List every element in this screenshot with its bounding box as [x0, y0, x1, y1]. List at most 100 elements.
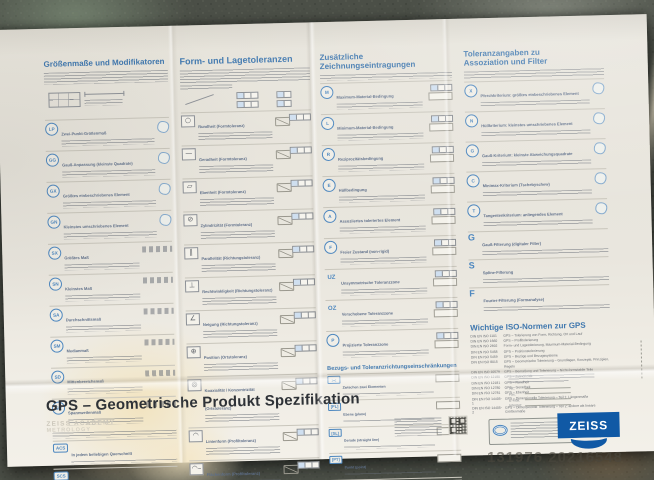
norm-number: DIN EN ISO 8015 — [470, 360, 498, 365]
section-description: In einem bestimmten Querschnitt — [72, 469, 178, 480]
indication-description: Reziprozitätsbedingung — [338, 145, 425, 173]
association-row: G Gauß-Kriterium: kleinste Abweichungsqu… — [465, 137, 607, 172]
norm-number: DIN EN ISO 1660 — [470, 338, 498, 344]
formula-sketch — [142, 245, 173, 253]
example-box — [435, 373, 460, 383]
tolerance-description: Linienform (Profiltoleranz) — [206, 429, 281, 458]
tolerance-frame — [430, 83, 453, 92]
part-outline-sketch — [274, 117, 291, 127]
contact-label: E-Mail: — [508, 397, 521, 403]
formula-sketch — [142, 276, 173, 284]
section-code-badge: ACS — [52, 443, 69, 453]
modifier-row: SM Medianmaß — [50, 333, 175, 368]
geometric-tolerance-symbol: ◠– — [189, 463, 204, 476]
section-code-badge: SCS — [53, 471, 69, 480]
filter-letter: S — [468, 260, 475, 271]
indication-row: L Minimum-Material-Bedingung — [320, 110, 454, 145]
association-code-badge: T — [467, 203, 481, 218]
example-sketch — [275, 146, 312, 160]
norm-number: DIN EN ISO 5458 — [470, 349, 498, 355]
tolerance-frame — [433, 207, 456, 215]
modifier-code-badge: SD — [51, 370, 65, 384]
example-sketch — [277, 212, 314, 226]
tolerance-description: Neigung (Richtungstoleranz) — [203, 312, 278, 341]
geometric-tolerance-symbol: ◎ — [187, 379, 202, 392]
indication-description: Minimum-Material-Bedingung — [337, 114, 424, 142]
gps-poster: Größenmaße und Modifikatoren LP Zwei-Pun… — [0, 14, 654, 480]
association-code-badge: G — [465, 143, 480, 158]
section-description: In jedem beliebigen Querschnitt — [71, 441, 178, 467]
modifier-description: Größtes Maß — [64, 244, 140, 272]
indication-description: Freier Zustand (non-rigid) — [340, 238, 427, 266]
part-outline-sketch — [279, 282, 295, 292]
tolerance-frame — [292, 278, 316, 287]
drawing-example — [427, 144, 455, 163]
size-dimension-diagram — [44, 84, 169, 117]
tolerance-description: Position (Ortstoleranz) — [204, 345, 279, 374]
contact-lines: Tel.: Fax: E-Mail: Internet: — [509, 384, 615, 408]
zeiss-logo-text: ZEISS — [569, 417, 609, 433]
example-sketch — [279, 278, 316, 292]
contact-block: Tel.: Fax: E-Mail: Internet: — [508, 373, 615, 410]
part-outline-sketch — [282, 432, 298, 442]
association-blob-icon — [592, 81, 605, 95]
tolerance-description: Geradheit (Formtoleranz) — [199, 147, 274, 176]
intro-text-greeked — [43, 69, 169, 85]
tolerance-row: ▱ Ebenheit (Formtoleranz) — [182, 175, 314, 212]
tolerance-frame — [294, 344, 317, 353]
indication-code-badge: L — [320, 116, 335, 130]
modifier-code-badge: GG — [45, 153, 60, 167]
drawing-example — [431, 330, 459, 348]
filter-description: Fourier-Filterung (Formanalyse) — [483, 286, 610, 313]
tolerance-frame — [236, 91, 259, 100]
example-box — [428, 91, 453, 101]
tolerance-frame — [236, 100, 259, 109]
tolerance-row: ∥ Parallelität (Richtungstoleranz) — [184, 241, 315, 278]
tolerance-frame — [435, 300, 458, 308]
modifier-description: Mittenbereichsmaß — [67, 368, 143, 396]
tolerance-frame — [295, 377, 318, 386]
example-box — [431, 215, 456, 225]
tolerance-frame — [289, 146, 312, 155]
tolerance-frame — [292, 245, 315, 254]
contact-value-greeked — [524, 386, 571, 389]
leader-line — [185, 94, 214, 105]
association-blob-icon — [592, 111, 606, 125]
indication-description: Unsymmetrische Toleranzzone — [341, 269, 428, 297]
modifier-code-badge: GN — [47, 215, 61, 229]
tolerance-row: ◠– Flächenform (Profiltoleranz) — [189, 457, 321, 480]
modifier-row: GX Größtes einbeschriebenes Element — [46, 178, 172, 213]
association-blob-icon — [595, 201, 608, 215]
modifier-description: Größtes einbeschriebenes Element — [63, 182, 157, 210]
filter-list: G Gauß-Filterung (digitaler Filter) S Sp… — [467, 227, 610, 316]
example-sketch — [276, 179, 313, 193]
association-row: C Minimax-Kriterium (Tschebyschew) — [466, 167, 608, 202]
association-blob-icon — [593, 141, 606, 155]
company-name-greeked — [508, 373, 595, 380]
contact-label: Internet: — [509, 403, 523, 408]
tolerance-frame — [431, 145, 454, 154]
indication-row: UZ Unsymmetrische Toleranzzone — [324, 265, 458, 300]
modifier-row: SN Kleinstes Maß — [48, 271, 174, 306]
norm-number: DIN EN ISO 5459 — [470, 354, 498, 360]
drawing-example — [426, 113, 454, 132]
modifier-row: LP Zwei-Punkt-Größenmaß — [44, 116, 170, 151]
dimension-line — [84, 92, 125, 95]
example-sketch — [279, 311, 316, 325]
association-list: X Pferchkriterium: größtes einbeschriebe… — [464, 77, 608, 232]
indication-row: E Hüllbedingung — [322, 172, 456, 207]
filter-description: Spline-Filterung — [483, 258, 610, 285]
photo-watermark-number: 131976 20216548 — [487, 449, 623, 466]
association-blob-icon — [159, 213, 172, 226]
drawing-example — [425, 82, 453, 101]
example-box — [430, 184, 455, 194]
section-modifier-row: SCS In einem bestimmten Querschnitt — [53, 465, 179, 480]
modifier-description: Kleinstes umschriebenes Element — [63, 213, 157, 241]
part-outline-sketch — [278, 249, 294, 259]
modifier-code-badge: SM — [50, 339, 64, 353]
modifier-description: Gauß-Anpassung (kleinste Quadrate) — [62, 151, 156, 179]
modifier-code-badge: GX — [46, 184, 60, 198]
indication-description: Projizierte Toleranzzone — [342, 331, 429, 359]
part-outline-sketch — [277, 216, 293, 226]
geometric-tolerance-symbol: ⊥ — [184, 280, 200, 293]
